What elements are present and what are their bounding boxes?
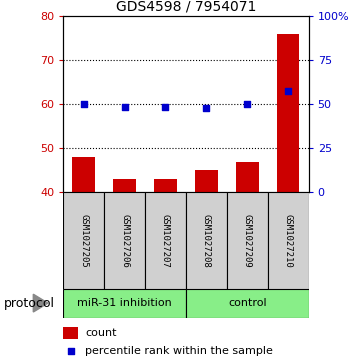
Point	[244, 101, 250, 107]
Text: GSM1027208: GSM1027208	[202, 213, 211, 268]
Point	[162, 104, 168, 110]
Text: GSM1027206: GSM1027206	[120, 213, 129, 268]
Bar	[227, 192, 268, 289]
Text: GSM1027205: GSM1027205	[79, 213, 88, 268]
Bar	[72, 157, 95, 192]
Bar	[154, 179, 177, 192]
Bar	[268, 192, 309, 289]
Bar	[195, 170, 218, 192]
Point	[81, 101, 87, 107]
Bar	[186, 192, 227, 289]
Text: GSM1027209: GSM1027209	[243, 213, 252, 268]
Text: miR-31 inhibition: miR-31 inhibition	[77, 298, 172, 308]
Bar	[145, 192, 186, 289]
Point	[204, 105, 209, 111]
Text: control: control	[228, 298, 266, 308]
Point	[68, 348, 73, 354]
Point	[122, 105, 127, 110]
Text: GSM1027210: GSM1027210	[284, 213, 293, 268]
Polygon shape	[33, 294, 48, 312]
Bar	[63, 289, 186, 318]
Bar	[236, 162, 258, 192]
Point	[285, 88, 291, 94]
Bar	[113, 179, 136, 192]
Text: percentile rank within the sample: percentile rank within the sample	[85, 346, 273, 356]
Bar	[63, 192, 104, 289]
Text: GSM1027207: GSM1027207	[161, 213, 170, 268]
Bar	[63, 327, 78, 339]
Text: count: count	[85, 328, 117, 338]
Bar	[186, 289, 309, 318]
Bar	[104, 192, 145, 289]
Title: GDS4598 / 7954071: GDS4598 / 7954071	[116, 0, 256, 14]
Text: protocol: protocol	[4, 297, 55, 310]
Bar	[277, 34, 299, 192]
